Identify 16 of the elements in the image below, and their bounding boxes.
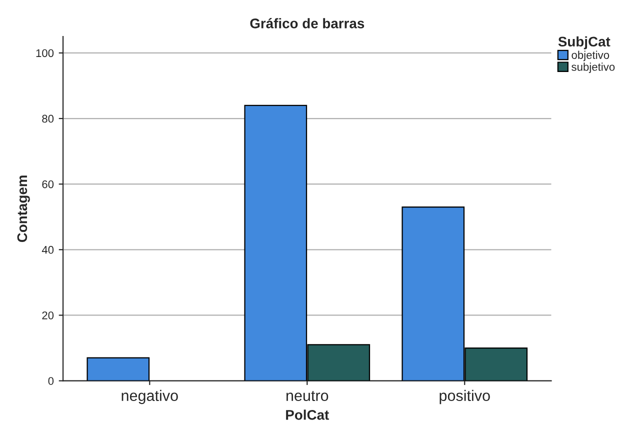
x-tick-label: negativo (122, 390, 178, 404)
x-tick-label: positivo (440, 390, 490, 404)
x-tick-label: neutro (286, 391, 328, 402)
legend-label: subjetivo (572, 62, 615, 73)
x-axis-title: PolCat (286, 410, 329, 420)
y-tick-label: 60 (42, 180, 54, 188)
y-axis-title: Contagem (17, 176, 30, 242)
legend-title: SubjCat (558, 36, 610, 50)
chart-title: Gráfico de barras (250, 18, 364, 28)
y-tick-label: 80 (42, 114, 54, 123)
y-tick-label: 20 (42, 311, 54, 320)
bar (86, 357, 150, 381)
y-tick-label: 40 (42, 246, 54, 254)
legend-label: objetivo (572, 50, 610, 62)
y-tick-label: 100 (36, 49, 54, 58)
y-tick-label: 0 (48, 377, 54, 385)
